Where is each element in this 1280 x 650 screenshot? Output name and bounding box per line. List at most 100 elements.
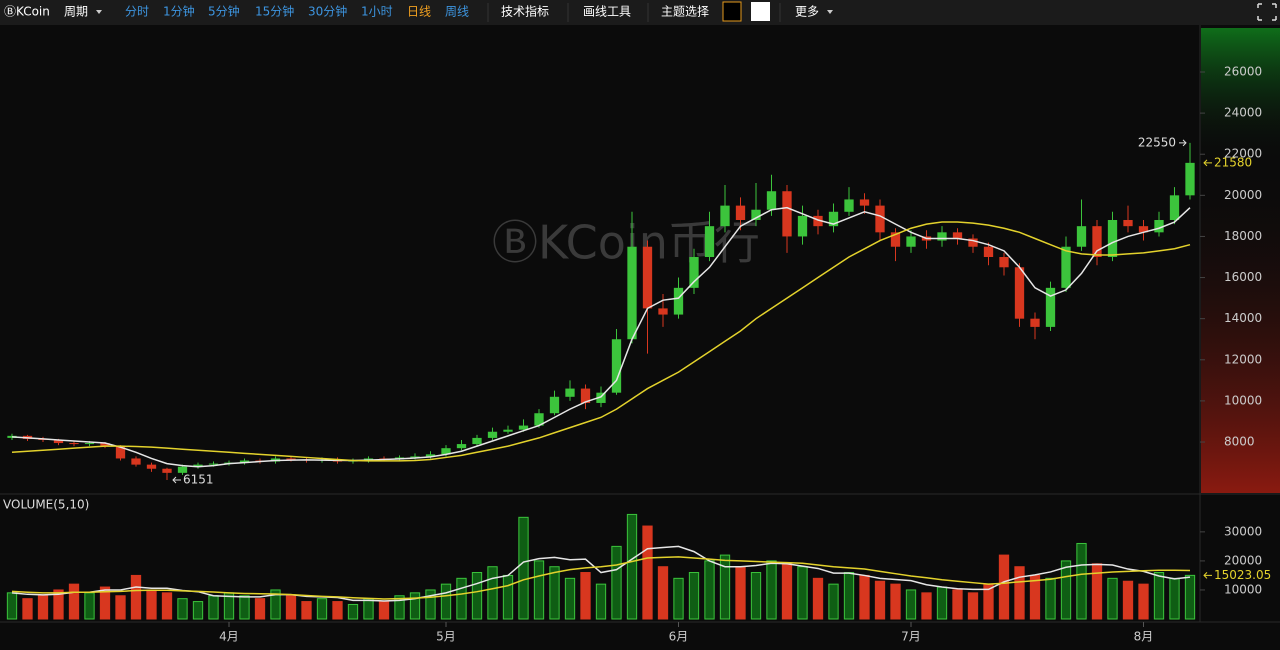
watermark: ⒷKCoin币行 — [492, 216, 760, 270]
volume-bar — [1122, 580, 1134, 620]
candle-body — [239, 460, 250, 463]
volume-bar — [6, 592, 18, 620]
candle-body — [627, 246, 637, 340]
candle-body — [689, 257, 699, 288]
volume-bar — [890, 583, 901, 620]
fullscreen-button[interactable] — [1257, 3, 1277, 21]
candle-body — [441, 448, 451, 455]
candle-body — [968, 238, 978, 247]
volume-bar — [1029, 574, 1041, 620]
y-tick-label: 26000 — [1224, 64, 1262, 78]
candle-body — [177, 466, 188, 473]
theme-dark[interactable] — [722, 1, 742, 22]
x-tick-label: 4月 — [219, 630, 239, 644]
volume-bar — [905, 589, 917, 620]
volume-bar — [502, 574, 514, 620]
y-tick-label: 8000 — [1224, 435, 1255, 449]
volume-bar — [735, 566, 746, 620]
volume-bar — [642, 525, 653, 620]
volume-bar — [657, 566, 669, 620]
candle-body — [844, 199, 854, 212]
volume-bar — [487, 566, 498, 620]
candle-body — [518, 425, 529, 430]
candle-body — [100, 443, 110, 447]
interval-tab[interactable]: 5分钟 — [208, 4, 240, 19]
volume-bar — [1169, 577, 1180, 620]
candle-body — [658, 308, 668, 315]
x-tick-label: 7月 — [901, 630, 921, 644]
candle-body — [735, 205, 746, 221]
volume-bar — [611, 545, 622, 620]
low-annotation: 6151 — [183, 473, 214, 487]
interval-tab[interactable]: 15分钟 — [255, 4, 294, 19]
volume-bar — [208, 595, 219, 620]
candle-body — [208, 463, 219, 465]
volume-bar — [177, 598, 188, 620]
logo[interactable]: ⒷKCoin — [4, 5, 50, 19]
candle-body — [534, 413, 544, 426]
volume-bar — [270, 589, 281, 620]
volume-bar — [37, 595, 49, 620]
volume-bar — [781, 563, 793, 620]
y-tick-label: 18000 — [1224, 229, 1262, 243]
volume-bar — [719, 554, 731, 620]
candle-body — [580, 388, 591, 403]
ma-line — [11, 206, 1191, 468]
candle-body — [410, 456, 420, 458]
tool-button[interactable]: 画线工具 — [583, 5, 631, 19]
volume-bar — [673, 577, 684, 620]
volume-bar — [580, 572, 591, 620]
period-menu[interactable]: 周期 — [64, 5, 88, 19]
candle-body — [472, 437, 482, 445]
candle-body — [425, 454, 436, 457]
candle-body — [673, 287, 684, 315]
volume-bar — [130, 574, 142, 620]
y-tick-label: 10000 — [1224, 582, 1262, 596]
volume-bar — [766, 560, 777, 620]
candle-body — [1107, 220, 1118, 258]
caret — [827, 10, 833, 14]
candle-body — [565, 388, 575, 397]
volume-bar — [347, 603, 359, 620]
candle-body — [1014, 267, 1025, 319]
last-price: 21580 — [1214, 155, 1252, 169]
x-tick-label: 6月 — [669, 630, 689, 644]
volume-bar — [1076, 542, 1087, 620]
interval-tab[interactable]: 1分钟 — [163, 4, 195, 19]
volume-bar — [874, 580, 886, 620]
interval-tab[interactable]: 分时 — [125, 5, 149, 19]
ma-line — [11, 545, 1191, 602]
volume-bar — [626, 513, 638, 620]
interval-tab[interactable]: 30分钟 — [308, 4, 347, 19]
volume-bar — [146, 589, 157, 620]
interval-tab[interactable]: 周线 — [445, 5, 469, 19]
theme-light[interactable] — [751, 2, 770, 21]
y-tick-label: 22000 — [1224, 147, 1262, 161]
volume-bar — [533, 560, 545, 620]
volume-bar — [704, 560, 715, 620]
candle-body — [131, 458, 141, 465]
candle-body — [146, 464, 157, 469]
last-volume: 15023.05 — [1214, 568, 1271, 582]
candle-body — [53, 439, 64, 444]
volume-bar — [394, 595, 405, 620]
interval-tab[interactable]: 日线 — [407, 5, 431, 19]
volume-bar — [952, 589, 963, 620]
y-tick-label: 30000 — [1224, 524, 1262, 538]
tool-button[interactable]: 技术指标 — [501, 4, 549, 19]
candle-body — [487, 431, 498, 438]
candle-body — [456, 444, 467, 449]
axis-down-zone — [1201, 163, 1280, 493]
volume-bar — [750, 572, 762, 620]
volume-bar — [549, 566, 560, 620]
volume-bar — [471, 572, 483, 620]
candle-body — [611, 339, 622, 393]
volume-bar — [378, 601, 390, 620]
more-menu[interactable]: 更多 — [795, 5, 819, 19]
volume-bar — [564, 577, 576, 620]
volume-bar — [967, 592, 979, 620]
candle-body — [162, 468, 172, 473]
interval-tab[interactable]: 1小时 — [361, 5, 393, 19]
